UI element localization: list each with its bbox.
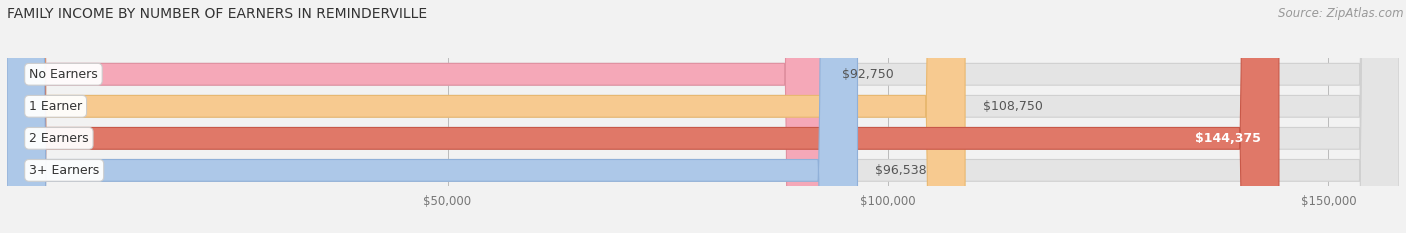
FancyBboxPatch shape xyxy=(7,0,965,233)
Text: No Earners: No Earners xyxy=(30,68,98,81)
FancyBboxPatch shape xyxy=(7,0,824,233)
Text: 1 Earner: 1 Earner xyxy=(30,100,82,113)
FancyBboxPatch shape xyxy=(7,0,858,233)
FancyBboxPatch shape xyxy=(7,0,1399,233)
Text: 2 Earners: 2 Earners xyxy=(30,132,89,145)
Text: Source: ZipAtlas.com: Source: ZipAtlas.com xyxy=(1278,7,1403,20)
FancyBboxPatch shape xyxy=(7,0,1399,233)
FancyBboxPatch shape xyxy=(7,0,1399,233)
Text: 3+ Earners: 3+ Earners xyxy=(30,164,100,177)
Text: $92,750: $92,750 xyxy=(842,68,893,81)
Text: $108,750: $108,750 xyxy=(983,100,1043,113)
Text: $144,375: $144,375 xyxy=(1195,132,1261,145)
FancyBboxPatch shape xyxy=(7,0,1279,233)
Text: $96,538: $96,538 xyxy=(875,164,927,177)
Text: FAMILY INCOME BY NUMBER OF EARNERS IN REMINDERVILLE: FAMILY INCOME BY NUMBER OF EARNERS IN RE… xyxy=(7,7,427,21)
FancyBboxPatch shape xyxy=(7,0,1399,233)
